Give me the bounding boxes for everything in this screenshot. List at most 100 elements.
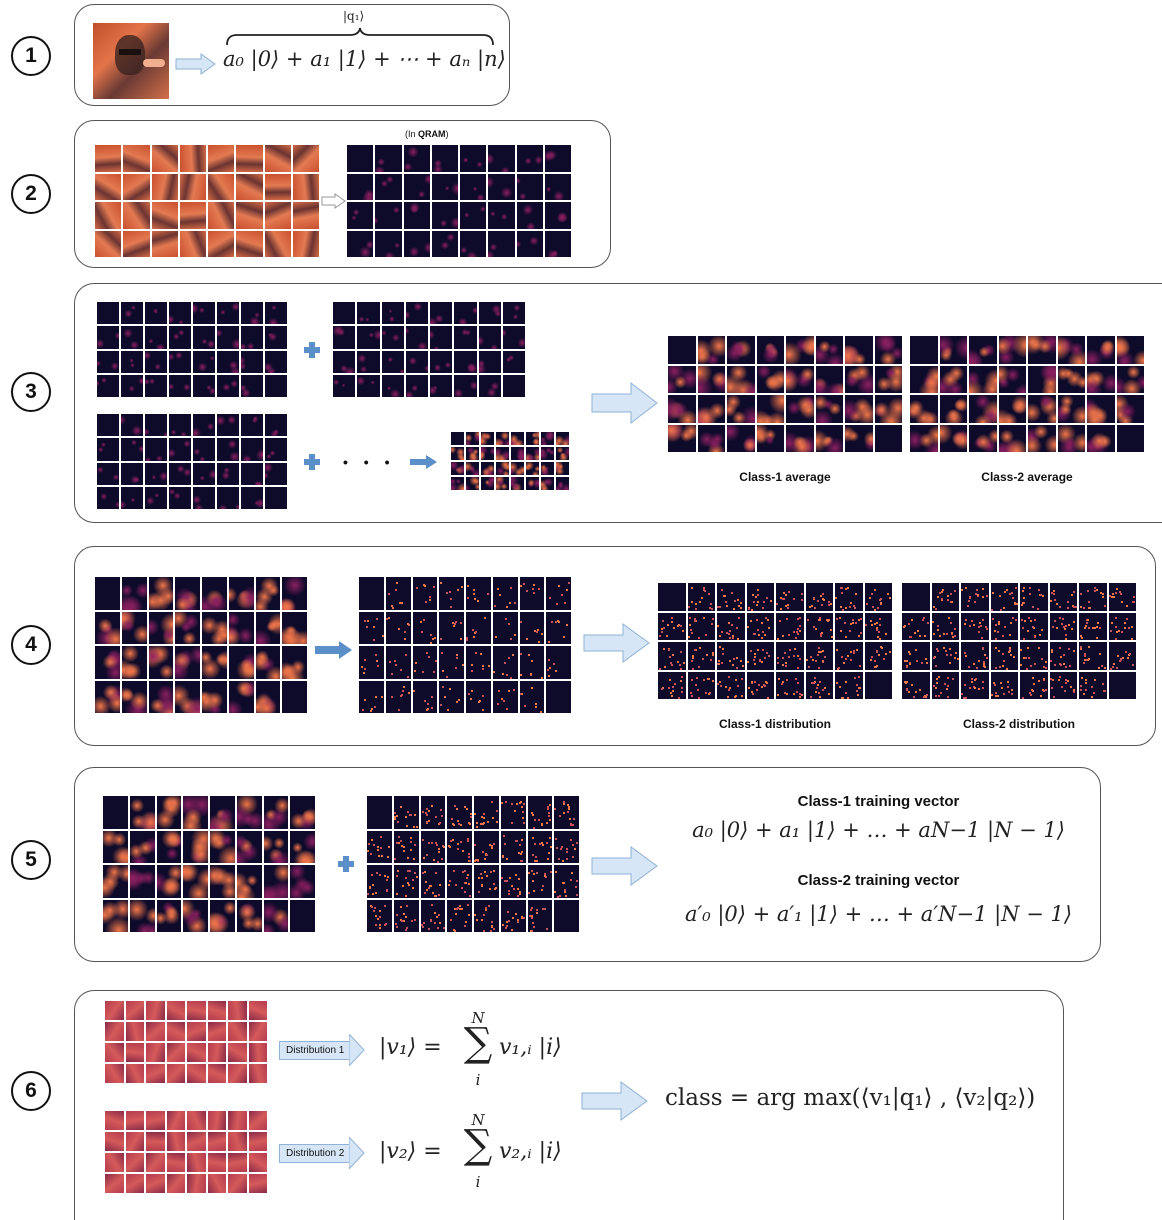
- class1-training-vector-title: Class-1 training vector: [797, 793, 960, 810]
- grid-tile: [97, 414, 119, 437]
- sample-dot: [535, 630, 538, 633]
- sample-dot: [1050, 659, 1053, 662]
- sample-dot: [457, 589, 460, 592]
- sample-dot: [560, 594, 563, 597]
- sample-dot: [822, 689, 825, 692]
- sample-dot: [801, 599, 804, 602]
- sample-dot: [840, 655, 843, 658]
- sample-dot: [736, 598, 739, 601]
- sample-dot: [932, 685, 935, 688]
- grid-tile: [451, 447, 464, 460]
- sample-dot: [467, 873, 470, 876]
- grid-tile: [265, 302, 287, 325]
- sample-dot: [875, 666, 878, 669]
- sample-dot: [1015, 602, 1018, 605]
- grid-tile: [496, 477, 509, 490]
- sample-dot: [792, 654, 795, 657]
- sample-dot: [519, 585, 522, 588]
- sample-dot: [440, 703, 443, 706]
- sample-dot: [913, 695, 915, 698]
- sample-dot: [935, 686, 938, 689]
- grid-tile: [166, 1132, 185, 1151]
- sample-dot: [1102, 690, 1105, 693]
- sample-dot: [748, 686, 751, 689]
- sample-dot: [486, 593, 489, 596]
- sample-dot: [955, 652, 958, 655]
- sample-dot: [536, 860, 539, 863]
- sample-dot: [946, 594, 949, 597]
- sample-dot: [689, 623, 692, 626]
- sample-dot: [1033, 626, 1036, 629]
- sample-dot: [523, 705, 526, 708]
- sample-dot: [974, 678, 977, 681]
- sample-dot: [690, 587, 693, 590]
- sample-dot: [711, 651, 714, 654]
- grid-tile: [217, 414, 239, 437]
- sample-dot: [468, 692, 471, 695]
- grid-tile: [210, 865, 235, 898]
- grid-tile: [265, 326, 287, 349]
- grid-tile: [990, 583, 1018, 611]
- sample-dot: [506, 921, 509, 924]
- sample-dot: [488, 905, 491, 908]
- v1-sum-lower: i: [475, 1071, 481, 1089]
- sample-dot: [1034, 663, 1037, 666]
- grid-tile: [97, 302, 119, 325]
- grid-tile: [481, 462, 494, 475]
- sample-dot: [659, 667, 662, 670]
- grid-tile: [202, 611, 227, 644]
- sample-dot: [466, 637, 469, 640]
- sample-dot: [944, 649, 947, 652]
- arrow-head-icon: [349, 1034, 366, 1066]
- sample-dot: [424, 871, 427, 874]
- sample-dot: [1125, 651, 1128, 654]
- sample-dot: [441, 670, 444, 673]
- sample-dot: [453, 823, 456, 826]
- grid-tile: [541, 477, 554, 490]
- grid-tile: [347, 230, 374, 257]
- sample-dot: [1067, 607, 1070, 610]
- grid-tile: [746, 642, 774, 670]
- sample-dot: [454, 804, 457, 807]
- sample-dot: [770, 600, 773, 603]
- sample-dot: [507, 911, 510, 914]
- sample-dot: [404, 929, 407, 932]
- sample-dot: [1111, 593, 1114, 596]
- sample-dot: [396, 815, 399, 818]
- sample-dot: [721, 648, 724, 651]
- grid-tile: [541, 432, 554, 445]
- sample-dot: [456, 700, 459, 703]
- sample-dot: [859, 665, 862, 668]
- sample-dot: [941, 590, 944, 593]
- grid-tile: [193, 414, 215, 437]
- sample-dot: [511, 822, 514, 825]
- grid-tile: [481, 477, 494, 490]
- sample-dot: [405, 895, 408, 898]
- grid-tile: [228, 611, 254, 644]
- sample-dot: [372, 884, 375, 887]
- sample-dot: [810, 696, 813, 699]
- grid-tile: [95, 145, 122, 172]
- sample-dot: [440, 581, 443, 584]
- sample-dot: [526, 590, 529, 592]
- sample-dot: [427, 810, 430, 813]
- grid-tile: [466, 462, 479, 475]
- sample-dot: [734, 695, 737, 698]
- grid-tile: [166, 1111, 185, 1130]
- sample-dot: [994, 629, 997, 632]
- grid-tile: [717, 671, 745, 699]
- sample-dot: [711, 622, 714, 625]
- sample-dot: [403, 637, 406, 640]
- sample-dot: [1062, 662, 1065, 665]
- grid-tile: [103, 865, 128, 898]
- grid-tile: [687, 583, 715, 611]
- grid-tile: [516, 230, 543, 257]
- sample-dot: [903, 624, 906, 627]
- grid-tile: [151, 202, 178, 229]
- grid-tile: [1020, 612, 1048, 640]
- grid-tile: [874, 365, 902, 393]
- grid-tile: [146, 1001, 165, 1020]
- grid-tile: [500, 830, 526, 863]
- sample-dot: [1002, 606, 1005, 609]
- sample-dot: [1008, 650, 1011, 653]
